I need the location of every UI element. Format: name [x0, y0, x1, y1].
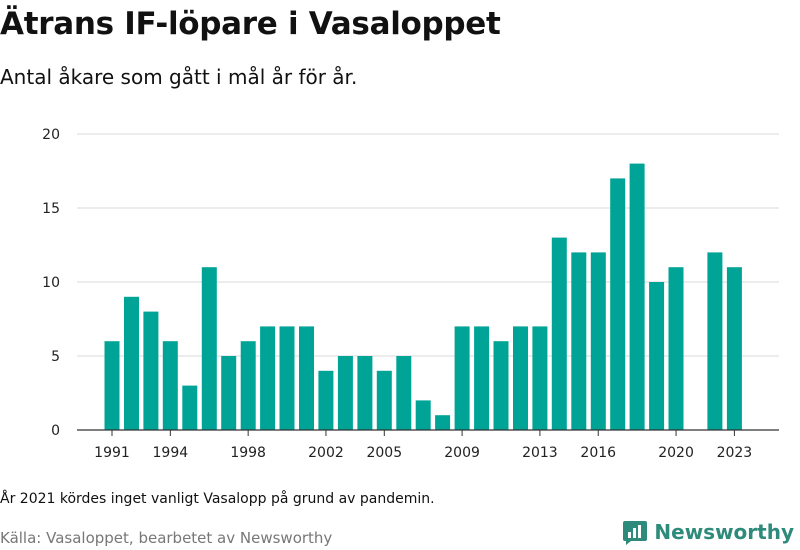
bar-2018 [629, 163, 645, 430]
bar-1996 [201, 267, 217, 430]
bar-2002 [318, 370, 334, 430]
brand-name: Newsworthy [654, 520, 794, 544]
bar-1995 [182, 385, 198, 430]
bar-2023 [726, 267, 742, 430]
bar-1992 [124, 296, 139, 430]
x-axis-ticks: 1991 1994 1998 2002 2005 2009 2013 2016 2020 2023 [94, 430, 752, 461]
chart-subtitle: Antal åkare som gått i mål år för år. [0, 65, 358, 89]
bar-2015 [571, 252, 587, 430]
x-tick-label: 1994 [153, 445, 189, 461]
x-tick-label: 2005 [366, 445, 402, 461]
x-tick-label: 2009 [444, 445, 480, 461]
bar-2008 [435, 415, 451, 430]
bar-2011 [493, 341, 509, 430]
y-axis-ticks: 0 5 10 15 20 [42, 127, 60, 439]
y-tick-label: 0 [51, 423, 60, 439]
bar-1998 [240, 341, 256, 430]
chart-title: Ätrans IF-löpare i Vasaloppet [0, 6, 501, 42]
bar-2019 [649, 282, 665, 430]
bar-1993 [143, 311, 159, 430]
bar-1999 [260, 326, 276, 430]
x-tick-label: 1991 [94, 445, 130, 461]
bar-2022 [707, 252, 723, 430]
x-tick-label: 2016 [580, 445, 616, 461]
bar-2006 [396, 356, 412, 430]
y-tick-label: 5 [51, 349, 60, 365]
newsworthy-logo[interactable]: Newsworthy [622, 519, 794, 545]
bar-2004 [357, 356, 373, 430]
y-tick-label: 10 [42, 275, 60, 291]
bar-2013 [532, 326, 548, 430]
bar-2001 [299, 326, 314, 430]
bar-2017 [610, 178, 626, 430]
bar-2012 [513, 326, 528, 430]
bar-2007 [415, 400, 431, 430]
x-tick-label: 2013 [522, 445, 558, 461]
bar-2020 [668, 267, 684, 430]
y-tick-label: 15 [42, 201, 60, 217]
bars [104, 163, 742, 430]
x-tick-label: 2020 [658, 445, 694, 461]
x-tick-label: 2002 [308, 445, 344, 461]
bar-2005 [376, 370, 392, 430]
bar-2014 [551, 237, 567, 430]
source-credit: Källa: Vasaloppet, bearbetet av Newswort… [0, 529, 333, 547]
y-tick-label: 20 [42, 127, 60, 143]
bar-1994 [162, 341, 178, 430]
bar-2000 [279, 326, 295, 430]
bar-2016 [590, 252, 606, 430]
x-tick-label: 1998 [230, 445, 266, 461]
footnote: År 2021 kördes inget vanligt Vasalopp på… [0, 491, 435, 507]
newsworthy-logo-icon [623, 521, 648, 545]
bar-2003 [337, 356, 353, 430]
bar-1991 [104, 341, 120, 430]
bar-2009 [454, 326, 470, 430]
bar-1997 [221, 356, 237, 430]
bar-2010 [474, 326, 490, 430]
x-tick-label: 2023 [717, 445, 753, 461]
